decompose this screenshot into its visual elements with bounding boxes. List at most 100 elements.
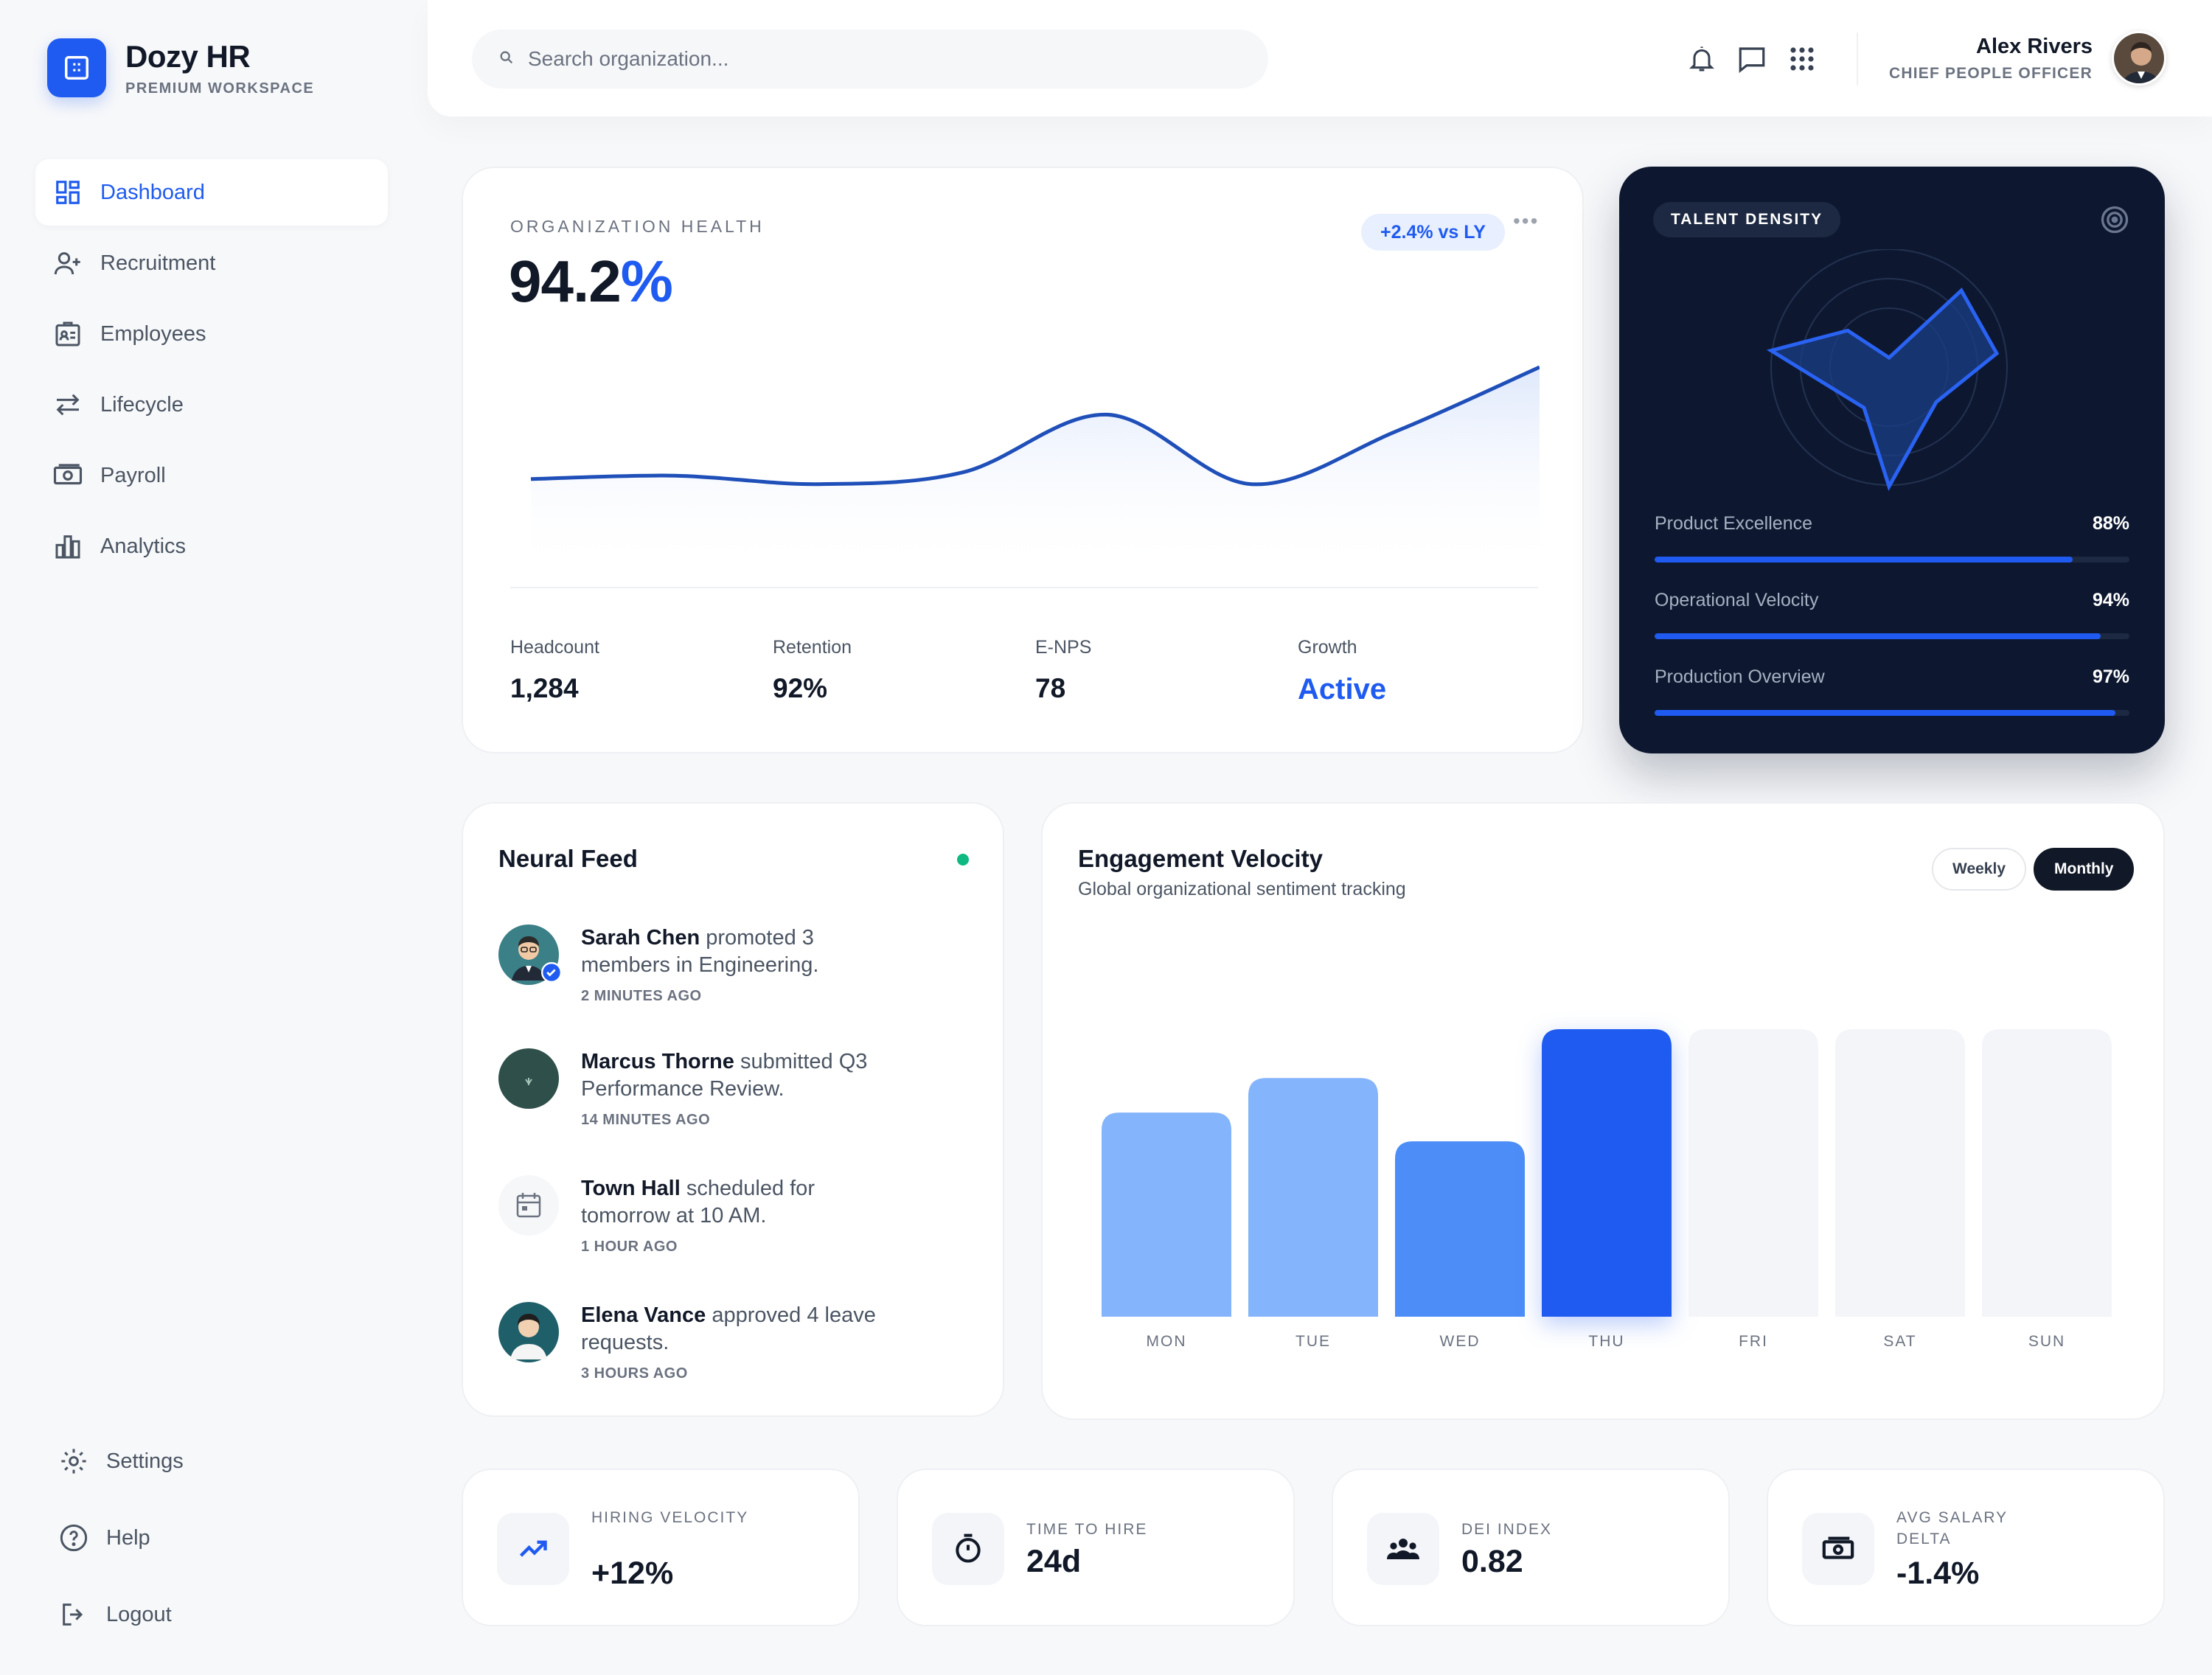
stat-value: 78 [1035, 673, 1066, 703]
dashboard-icon [52, 176, 84, 209]
metric-name: Operational Velocity [1655, 590, 1819, 610]
metric-value: 88% [2092, 513, 2129, 534]
nav-item-analytics[interactable]: Analytics [35, 513, 388, 579]
feed-item[interactable]: Marcus Thorne submitted Q3 Performance R… [498, 1048, 970, 1129]
feed-title: Neural Feed [498, 845, 638, 872]
apps-grid-icon[interactable] [1781, 38, 1823, 80]
feed-time: 3 HOURS AGO [581, 1365, 688, 1382]
feed-actor: Sarah Chen [581, 926, 700, 950]
tick-label-sat: SAT [1883, 1333, 1916, 1349]
swap-arrows-icon [52, 389, 84, 421]
engagement-velocity-card: Engagement Velocity Global organizationa… [1041, 802, 2165, 1420]
nav-item-payroll[interactable]: Payroll [35, 442, 388, 509]
avatar [498, 1048, 559, 1109]
stat-label: Retention [773, 637, 852, 658]
nav-item-recruitment[interactable]: Recruitment [35, 230, 388, 296]
more-options-icon[interactable]: ••• [1513, 209, 1540, 232]
nav-label: Logout [106, 1602, 172, 1626]
org-health-label: ORGANIZATION HEALTH [510, 217, 765, 236]
bar-sun[interactable] [1982, 1029, 2112, 1317]
metric-operational-velocity: Operational Velocity 94% [1655, 590, 2129, 639]
stat-value: Active [1298, 673, 1387, 706]
search-icon [498, 49, 515, 69]
bar-tue[interactable] [1248, 1078, 1378, 1317]
feed-item[interactable]: Elena Vance approved 4 leave requests. 3… [498, 1302, 970, 1382]
metric-value: 97% [2092, 666, 2129, 687]
people-group-icon [1367, 1513, 1439, 1585]
search-input[interactable] [528, 47, 1192, 71]
avatar [498, 924, 562, 985]
growth-badge: +2.4% vs LY [1361, 214, 1505, 251]
nav-label: Dashboard [100, 180, 205, 204]
tick-label-tue: TUE [1295, 1333, 1331, 1349]
talent-density-card: TALENT DENSITY Product Excellence 88% Ope… [1619, 167, 2165, 753]
target-icon[interactable] [2098, 203, 2131, 240]
banknote-icon [52, 459, 84, 492]
user-role: CHIEF PEOPLE OFFICER [1888, 64, 2093, 82]
bottom-nav: Settings Help Logout [52, 1423, 184, 1653]
brand-logo-icon [47, 38, 106, 97]
stat-label: Headcount [510, 637, 599, 658]
feed-time: 2 MINUTES AGO [581, 988, 702, 1004]
brand-subtitle: PREMIUM WORKSPACE [125, 80, 315, 97]
metric-progress-fill [1655, 633, 2101, 639]
feed-text: Elena Vance approved 4 leave requests. [581, 1302, 876, 1357]
id-badge-icon [52, 318, 84, 350]
feed-item[interactable]: Town Hall scheduled for tomorrow at 10 A… [498, 1175, 970, 1256]
nav-label: Recruitment [100, 251, 216, 275]
trending-up-icon [497, 1513, 569, 1585]
metric-product-excellence: Product Excellence 88% [1655, 513, 2129, 563]
logout-icon [58, 1598, 90, 1631]
brand[interactable]: Dozy HR PREMIUM WORKSPACE [47, 38, 314, 97]
metric-progress-fill [1655, 710, 2115, 716]
divider [510, 587, 1538, 588]
kpi-value: 0.82 [1461, 1544, 1523, 1579]
nav-item-logout[interactable]: Logout [52, 1576, 184, 1653]
avatar [498, 1302, 559, 1362]
stat-enps: E-NPS 78 [1035, 637, 1091, 704]
kpi-hiring-velocity: HIRING VELOCITY +12% [462, 1469, 860, 1626]
monthly-toggle-button[interactable]: Monthly [2034, 848, 2135, 891]
metric-value: 94% [2092, 590, 2129, 610]
bar-wed[interactable] [1395, 1141, 1525, 1317]
nav-item-lifecycle[interactable]: Lifecycle [35, 372, 388, 438]
top-bar: Alex Rivers CHIEF PEOPLE OFFICER [428, 0, 2212, 116]
search-bar [472, 29, 1268, 88]
nav-item-settings[interactable]: Settings [52, 1423, 184, 1500]
weekly-toggle-button[interactable]: Weekly [1932, 848, 2026, 891]
nav-item-dashboard[interactable]: Dashboard [35, 159, 388, 226]
nav-item-help[interactable]: Help [52, 1500, 184, 1576]
gear-icon [58, 1445, 90, 1477]
metric-progress-track [1655, 710, 2129, 716]
feed-time: 14 MINUTES AGO [581, 1112, 711, 1128]
feed-item[interactable]: Sarah Chen promoted 3 members in Enginee… [498, 924, 970, 1005]
top-actions [1681, 38, 1832, 80]
bar-thu[interactable] [1542, 1029, 1672, 1317]
banknote-icon [1802, 1513, 1874, 1585]
user-profile[interactable]: Alex Rivers CHIEF PEOPLE OFFICER [1889, 31, 2166, 86]
avatar[interactable] [2112, 31, 2166, 86]
line-area [531, 367, 1540, 574]
metric-name: Product Excellence [1655, 513, 1813, 534]
neural-feed-card: Neural Feed Sarah Chen promoted 3 member… [462, 802, 1004, 1417]
tick-label-thu: THU [1588, 1333, 1624, 1349]
engagement-subtitle: Global organizational sentiment tracking [1078, 879, 1406, 899]
feed-text: Marcus Thorne submitted Q3 Performance R… [581, 1048, 876, 1103]
nav-label: Employees [100, 321, 206, 346]
notification-bell-icon[interactable] [1681, 38, 1722, 80]
kpi-avg-salary-delta: AVG SALARY DELTA -1.4% [1767, 1469, 2165, 1626]
bar-mon[interactable] [1102, 1112, 1231, 1317]
nav-label: Analytics [100, 534, 187, 558]
feed-action: submitted Q3 Performance Review. [581, 1050, 868, 1101]
bar-sat[interactable] [1835, 1029, 1965, 1317]
nav-item-employees[interactable]: Employees [35, 301, 388, 367]
divider [1857, 32, 1858, 86]
kpi-label: DEI INDEX [1461, 1521, 1553, 1538]
bar-fri[interactable] [1688, 1029, 1818, 1317]
main-nav: Dashboard Recruitment Employees Lifecycl… [35, 159, 388, 584]
kpi-time-to-hire: TIME TO HIRE 24d [897, 1469, 1295, 1626]
feed-action: approved 4 leave requests. [581, 1303, 876, 1354]
chat-icon[interactable] [1731, 38, 1773, 80]
stopwatch-icon [932, 1513, 1004, 1585]
nav-label: Payroll [100, 463, 166, 487]
